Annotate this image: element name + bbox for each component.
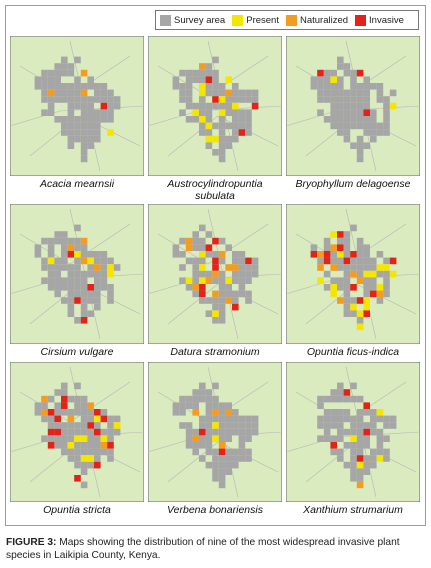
legend-item-present: Present	[232, 14, 279, 26]
map-title: Xanthium strumarium	[303, 504, 403, 516]
legend-label: Survey area	[174, 14, 226, 26]
map-title: Acacia mearnsii	[39, 178, 115, 190]
map-title: Austrocylindropuntia subulata	[167, 178, 263, 202]
legend-swatch-naturalized	[285, 14, 297, 26]
map-title: Bryophyllum delagoense	[295, 178, 411, 190]
legend-label: Naturalized	[299, 14, 349, 26]
map-title: Opuntia stricta	[43, 504, 111, 516]
distribution-map	[148, 204, 282, 344]
legend-label: Invasive	[369, 14, 404, 26]
distribution-map	[148, 36, 282, 176]
distribution-map	[10, 362, 144, 502]
legend-item-invasive: Invasive	[355, 14, 404, 26]
legend-item-naturalized: Naturalized	[285, 14, 349, 26]
distribution-map	[148, 362, 282, 502]
distribution-map	[10, 36, 144, 176]
map-title: Datura stramonium	[170, 346, 260, 358]
caption-label: FIGURE 3:	[6, 537, 57, 548]
legend: Survey area Present Naturalized Invasive	[155, 10, 419, 30]
map-title: Opuntia ficus-indica	[306, 346, 400, 358]
distribution-map	[286, 204, 420, 344]
distribution-map	[286, 362, 420, 502]
legend-swatch-survey-area	[160, 14, 171, 26]
distribution-map	[286, 36, 420, 176]
map-title: Verbena bonariensis	[167, 504, 263, 516]
legend-item-survey-area: Survey area	[160, 14, 226, 26]
caption-text: Maps showing the distribution of nine of…	[6, 537, 400, 561]
legend-swatch-present	[232, 14, 244, 26]
legend-swatch-invasive	[355, 14, 367, 26]
distribution-map	[10, 204, 144, 344]
figure-caption: FIGURE 3: Maps showing the distribution …	[6, 537, 426, 562]
map-title: Cirsium vulgare	[40, 346, 114, 358]
legend-label: Present	[246, 14, 279, 26]
